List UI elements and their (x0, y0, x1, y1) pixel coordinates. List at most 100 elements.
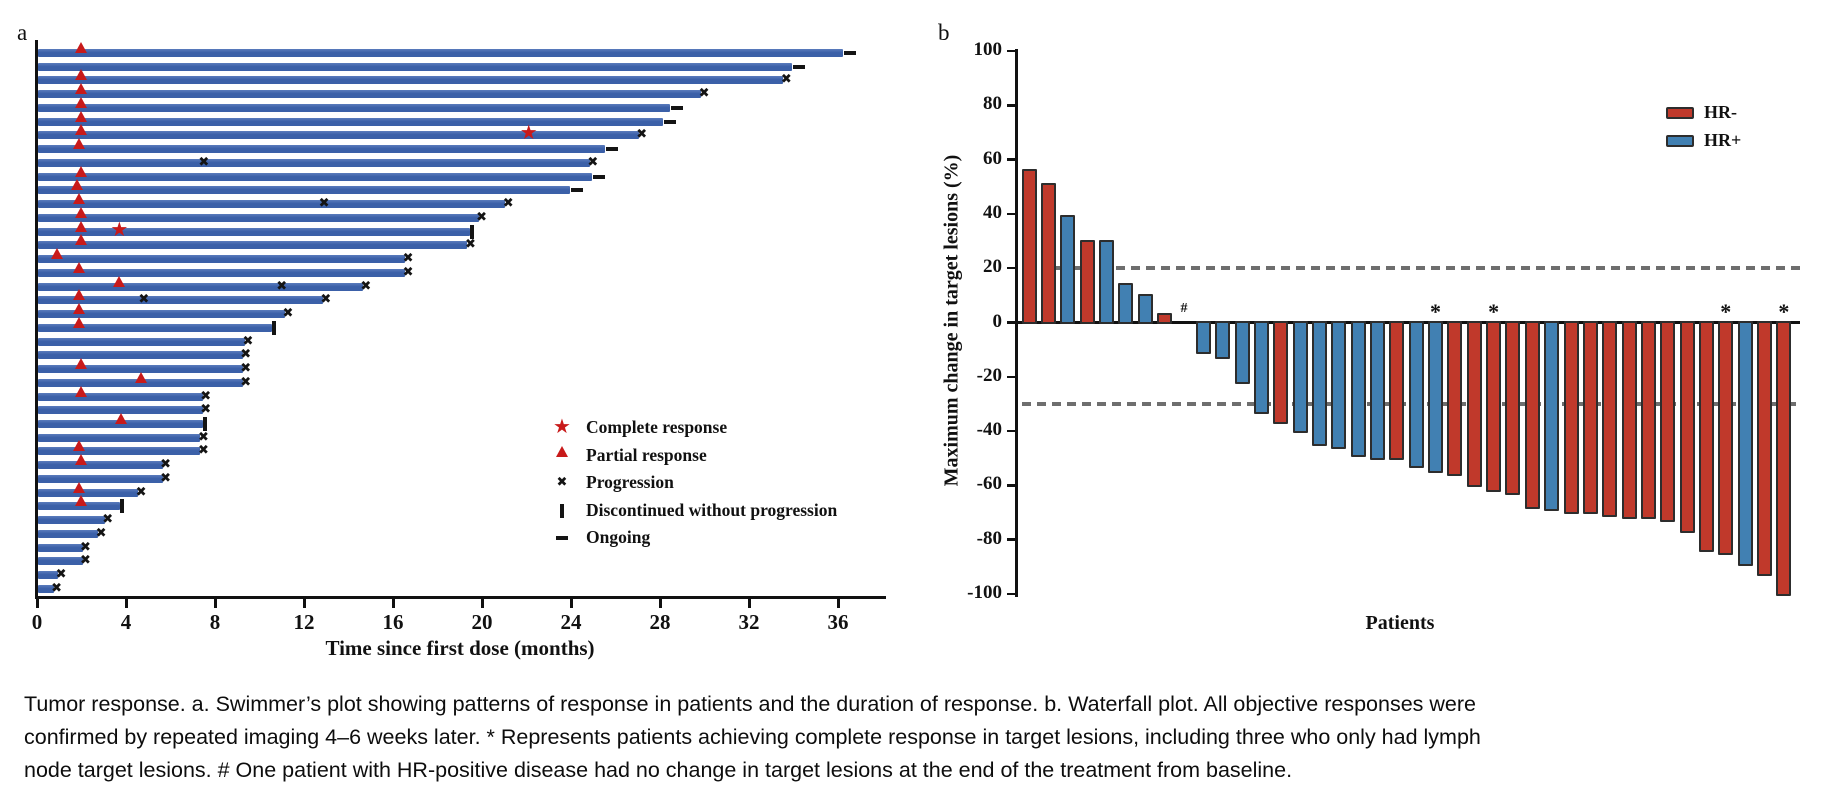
swimmer-bar-patient-35 (38, 516, 105, 525)
a-x-tick-label: 32 (738, 610, 760, 634)
a-legend-label: Partial response (586, 444, 707, 465)
partial-response-marker (75, 385, 87, 397)
a-x-tick (124, 599, 128, 608)
waterfall-bar-patient-14 (1273, 321, 1289, 425)
partial-response-marker (72, 440, 85, 452)
discontinued-marker (202, 416, 207, 431)
progression-marker: ✖ (240, 347, 252, 363)
partial-response-marker (75, 69, 87, 81)
swimmer-bar-patient-24 (38, 365, 243, 374)
complete-response-asterisk: * (1778, 298, 1790, 324)
complete-response-marker: ★ (110, 216, 129, 241)
waterfall-bar-patient-12 (1234, 321, 1250, 384)
waterfall-bar-patient-13 (1253, 321, 1269, 414)
a-x-tick (747, 599, 751, 608)
progression-marker: ✖ (402, 251, 414, 267)
progression-marker: ✖ (55, 567, 67, 583)
partial-response-marker (112, 275, 125, 287)
waterfall-bar-patient-21 (1408, 321, 1424, 468)
partial-response-marker (75, 165, 87, 177)
b-y-tick (1007, 321, 1015, 324)
progression-marker: ✖ (780, 72, 792, 88)
progression-marker: ✖ (102, 512, 114, 528)
panel-a-label: a (17, 20, 28, 45)
swimmer-bar-patient-17 (38, 268, 406, 277)
a-x-tick (302, 599, 306, 608)
b-y-tick-label: 40 (983, 201, 1002, 223)
legend-x-icon: ✖ (556, 475, 568, 490)
caption-line-3: node target lesions. # One patient with … (24, 758, 1293, 782)
swimmer-bar-patient-18 (38, 282, 363, 291)
waterfall-bar-patient-4 (1079, 239, 1095, 324)
swimmer-bar-patient-5 (38, 103, 670, 112)
partial-response-marker (75, 454, 87, 466)
a-x-tick-label: 0 (31, 610, 43, 634)
discontinued-marker (120, 499, 125, 514)
waterfall-bar-patient-16 (1311, 321, 1327, 447)
progression-marker: ✖ (80, 539, 91, 555)
a-x-tick-label: 8 (209, 610, 221, 634)
progression-marker: ✖ (80, 553, 91, 569)
partial-response-marker (72, 138, 85, 150)
b-y-tick-label: -40 (976, 419, 1002, 441)
waterfall-bar-patient-37 (1718, 321, 1734, 555)
partial-response-marker (75, 206, 87, 218)
a-x-tick (213, 599, 217, 608)
swimmer-bar-patient-26 (38, 392, 203, 401)
a-x-tick-label: 36 (827, 610, 849, 634)
progression-marker: ✖ (320, 292, 332, 308)
a-x-tick (569, 599, 573, 608)
progression-marker: ✖ (51, 580, 63, 596)
partial-response-marker (115, 412, 128, 424)
progression-marker: ✖ (240, 361, 252, 377)
swimmer-bar-patient-32 (38, 474, 163, 483)
panel-b-label: b (938, 20, 950, 45)
a-x-tick-label: 4 (120, 610, 132, 634)
progression-marker: ✖ (360, 278, 372, 294)
waterfall-bar-patient-26 (1505, 321, 1521, 496)
b-legend-swatch-hr-negative (1666, 107, 1694, 119)
discontinued-marker (271, 320, 276, 335)
swimmer-bar-patient-6 (38, 117, 664, 126)
waterfall-bar-patient-8 (1157, 312, 1173, 324)
progression-marker: ✖ (200, 402, 212, 418)
complete-response-marker: ★ (519, 120, 538, 145)
swimmer-bar-patient-39 (38, 571, 59, 580)
b-y-tick (1007, 104, 1015, 107)
waterfall-bar-patient-3 (1060, 215, 1076, 324)
swimmer-bar-patient-21 (38, 323, 272, 332)
a-x-axis-title: Time since first dose (months) (325, 636, 595, 660)
swimmer-bar-patient-7 (38, 131, 639, 140)
swimmer-bar-patient-10 (38, 172, 593, 181)
legend-dash-icon (556, 536, 568, 540)
partial-response-marker (75, 234, 87, 246)
waterfall-bar-patient-39 (1757, 321, 1772, 577)
b-legend-label: HR- (1704, 102, 1737, 122)
progression-marker: ✖ (464, 237, 476, 253)
waterfall-bar-patient-5 (1099, 239, 1115, 324)
swimmer-bar-patient-27 (38, 406, 203, 415)
waterfall-bar-patient-30 (1582, 321, 1598, 515)
a-x-tick (658, 599, 662, 608)
waterfall-bar-patient-29 (1563, 321, 1579, 515)
waterfall-bar-patient-40 (1776, 321, 1792, 596)
swimmer-bar-patient-23 (38, 351, 243, 360)
progression-marker: ✖ (198, 154, 210, 170)
a-y-axis-line (35, 40, 38, 599)
progression-marker: ✖ (502, 196, 514, 212)
b-legend-swatch-hr-positive (1666, 135, 1694, 147)
swimmer-bar-patient-37 (38, 543, 83, 552)
progression-marker: ✖ (276, 278, 288, 294)
swimmer-bar-patient-29 (38, 433, 201, 442)
swimmer-bar-patient-36 (38, 529, 99, 538)
swimmer-bar-patient-15 (38, 241, 468, 250)
legend-vbar-icon (560, 503, 564, 518)
ongoing-marker (570, 188, 583, 193)
partial-response-marker (75, 42, 87, 53)
b-y-tick-label: 20 (983, 256, 1002, 278)
swimmer-bar-patient-13 (38, 213, 479, 222)
swimmer-bar-patient-38 (38, 557, 83, 566)
swimmer-bar-patient-12 (38, 200, 506, 209)
progression-marker: ✖ (587, 154, 599, 170)
